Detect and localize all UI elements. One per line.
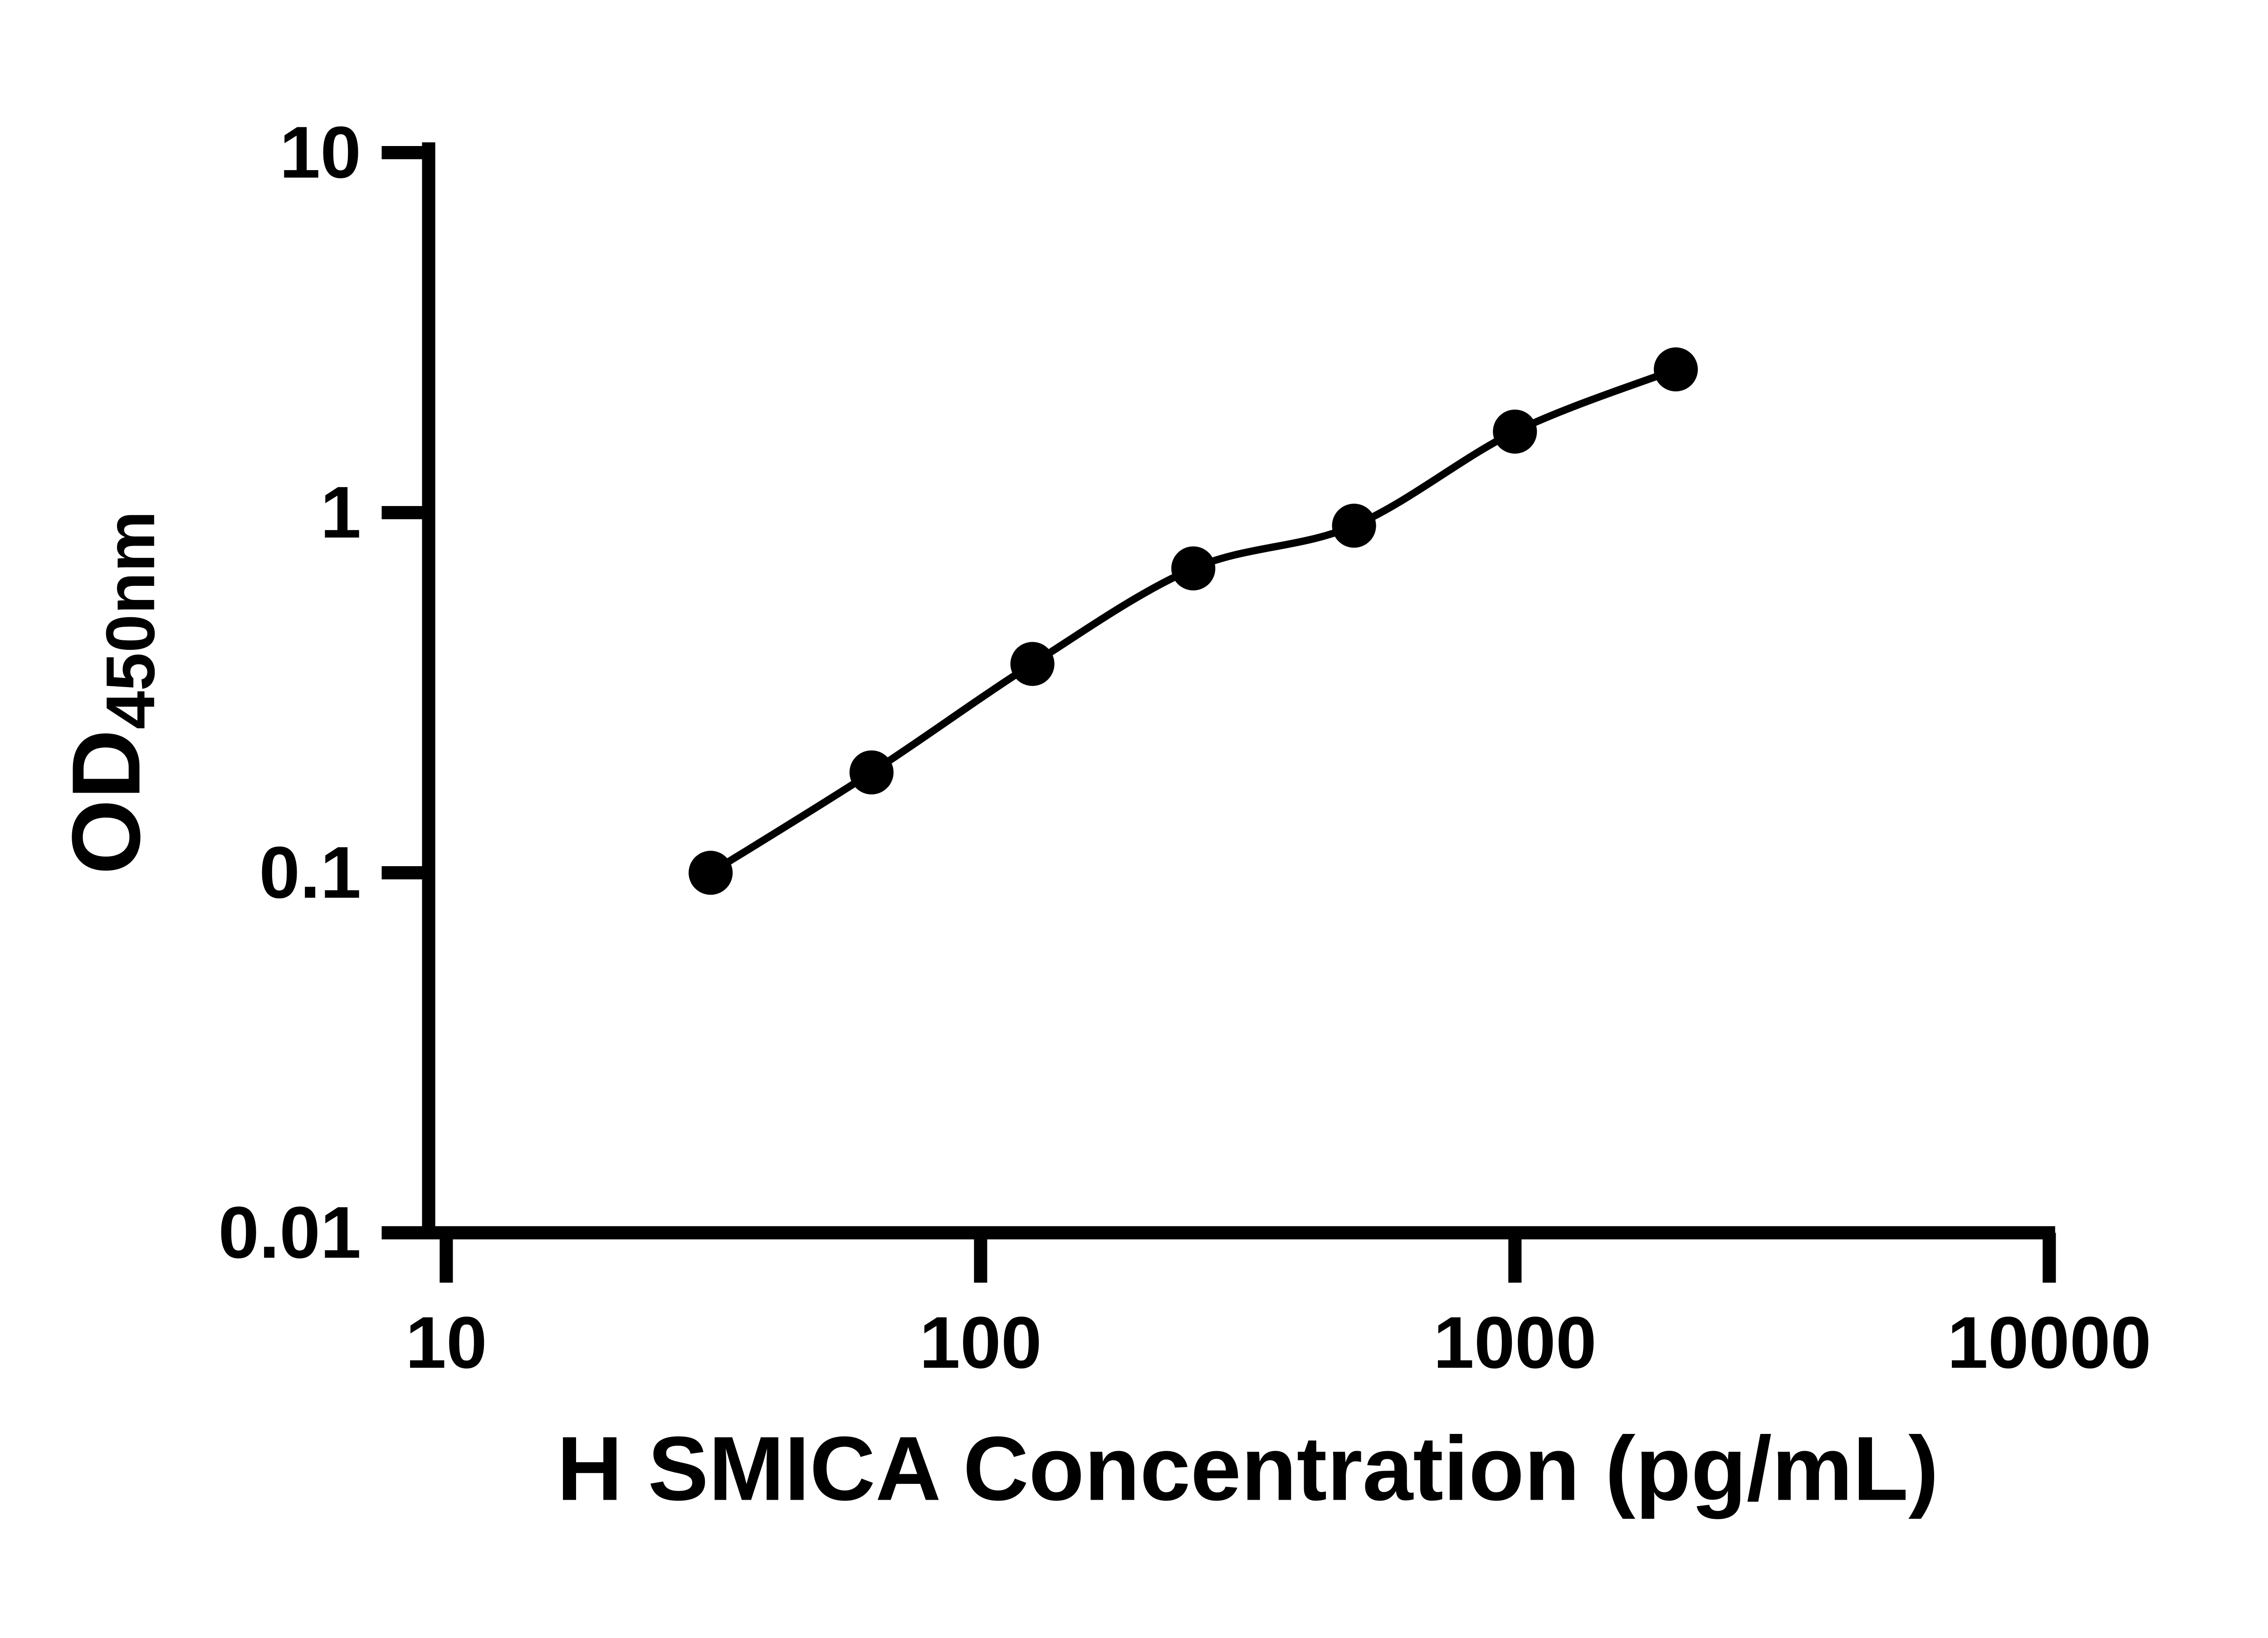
data-point [1493, 410, 1537, 454]
chart-figure: 10 100 1000 10000 10 1 0.1 0.01 H SMICA Concent… [52, 112, 2151, 1520]
x-tick-label: 10000 [1947, 1302, 2151, 1384]
axes-group [422, 142, 2055, 1240]
y-tick-label: 10 [279, 112, 361, 194]
tick-labels-group: 10 100 1000 10000 10 1 0.1 0.01 [218, 112, 2151, 1384]
y-tick-label: 0.01 [218, 1192, 361, 1273]
data-point [1010, 642, 1055, 686]
x-tick-label: 100 [919, 1302, 1042, 1384]
data-point [1653, 347, 1698, 392]
chart-svg: 10 100 1000 10000 10 1 0.1 0.01 H SMICA Concent… [52, 112, 2151, 1520]
y-axis-title-main: OD [52, 729, 160, 874]
data-point [1332, 503, 1376, 548]
x-tick-label: 1000 [1433, 1302, 1597, 1384]
data-point [1171, 546, 1216, 590]
y-tick-label: 1 [320, 472, 361, 553]
series-group [689, 347, 1698, 895]
y-axis-title: OD450nm [52, 511, 169, 874]
ticks-group [381, 146, 2056, 1283]
x-axis-title: H SMICA Concentration (pg/mL) [557, 1417, 1939, 1519]
y-tick-label: 0.1 [259, 832, 361, 914]
x-tick-label: 10 [406, 1302, 487, 1384]
data-point [689, 851, 733, 895]
data-point [849, 750, 894, 795]
y-axis-title-sub: 450nm [92, 511, 169, 729]
